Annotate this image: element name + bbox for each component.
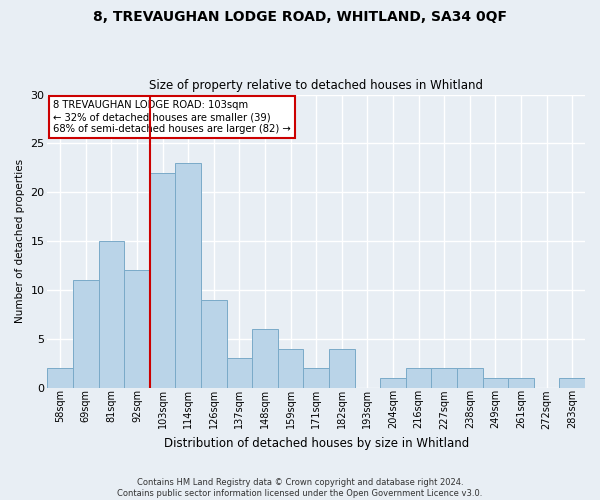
Bar	[47, 368, 73, 388]
Title: Size of property relative to detached houses in Whitland: Size of property relative to detached ho…	[149, 79, 483, 92]
Bar	[252, 329, 278, 388]
Bar	[406, 368, 431, 388]
Text: 8 TREVAUGHAN LODGE ROAD: 103sqm
← 32% of detached houses are smaller (39)
68% of: 8 TREVAUGHAN LODGE ROAD: 103sqm ← 32% of…	[53, 100, 290, 134]
Bar	[150, 172, 175, 388]
Bar	[98, 241, 124, 388]
Bar	[175, 163, 201, 388]
Bar	[508, 378, 534, 388]
Bar	[559, 378, 585, 388]
Bar	[431, 368, 457, 388]
Bar	[73, 280, 98, 388]
Bar	[227, 358, 252, 388]
Bar	[124, 270, 150, 388]
Bar	[201, 300, 227, 388]
Text: Contains HM Land Registry data © Crown copyright and database right 2024.
Contai: Contains HM Land Registry data © Crown c…	[118, 478, 482, 498]
Bar	[457, 368, 482, 388]
Bar	[482, 378, 508, 388]
Bar	[380, 378, 406, 388]
X-axis label: Distribution of detached houses by size in Whitland: Distribution of detached houses by size …	[164, 437, 469, 450]
Bar	[278, 348, 304, 388]
Bar	[304, 368, 329, 388]
Text: 8, TREVAUGHAN LODGE ROAD, WHITLAND, SA34 0QF: 8, TREVAUGHAN LODGE ROAD, WHITLAND, SA34…	[93, 10, 507, 24]
Bar	[329, 348, 355, 388]
Y-axis label: Number of detached properties: Number of detached properties	[15, 159, 25, 323]
